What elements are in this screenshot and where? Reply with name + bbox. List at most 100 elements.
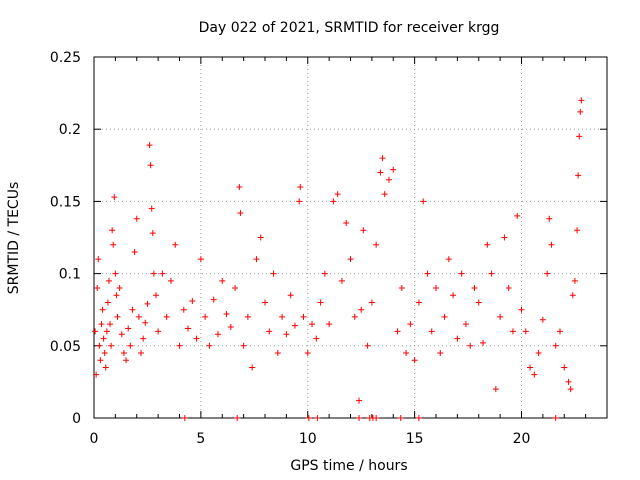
data-point xyxy=(403,350,410,357)
data-point xyxy=(125,325,132,332)
data-point xyxy=(193,335,200,342)
data-point xyxy=(420,198,427,205)
data-point xyxy=(326,321,333,328)
data-point xyxy=(93,371,100,378)
data-point xyxy=(454,335,461,342)
data-point xyxy=(176,342,183,349)
x-tick-label: 15 xyxy=(406,431,424,447)
data-point xyxy=(394,328,401,335)
data-point xyxy=(202,313,209,320)
data-point xyxy=(131,248,138,255)
data-point xyxy=(450,292,457,299)
data-point xyxy=(358,306,365,313)
data-point xyxy=(505,285,512,292)
data-point xyxy=(567,386,574,393)
data-point xyxy=(373,415,380,421)
data-point xyxy=(102,364,109,371)
data-point xyxy=(116,285,123,292)
data-point xyxy=(497,313,504,320)
y-tick-label: 0.1 xyxy=(59,267,81,283)
data-point xyxy=(118,331,125,338)
data-point xyxy=(105,277,112,284)
data-point xyxy=(576,133,583,140)
data-point xyxy=(135,313,142,320)
x-axis-label: GPS time / hours xyxy=(290,458,407,474)
data-point xyxy=(237,209,244,216)
data-point xyxy=(127,342,134,349)
x-tick-label: 10 xyxy=(299,431,317,447)
data-point xyxy=(364,342,371,349)
data-point xyxy=(338,277,345,284)
data-point xyxy=(155,328,162,335)
data-point xyxy=(467,342,474,349)
data-point xyxy=(197,256,204,263)
x-tick-label: 5 xyxy=(196,431,205,447)
data-point xyxy=(539,316,546,323)
data-point xyxy=(291,322,298,329)
data-point xyxy=(356,415,363,421)
x-tick-label: 20 xyxy=(513,431,531,447)
data-point xyxy=(149,230,156,237)
data-point xyxy=(501,234,508,241)
data-point xyxy=(244,313,251,320)
data-point xyxy=(113,292,120,299)
y-axis-label: SRMTID / TECUs xyxy=(6,182,22,295)
data-point xyxy=(475,299,482,306)
data-point xyxy=(556,328,563,335)
data-point xyxy=(103,328,110,335)
data-point xyxy=(152,292,159,299)
data-point xyxy=(360,227,367,234)
data-point xyxy=(287,292,294,299)
data-point xyxy=(552,415,559,421)
y-tick-label: 0 xyxy=(72,411,81,427)
data-point xyxy=(411,357,418,364)
data-point xyxy=(240,342,247,349)
data-point xyxy=(146,142,153,149)
data-point xyxy=(571,277,578,284)
data-point xyxy=(305,415,312,421)
data-point xyxy=(107,321,114,328)
data-point xyxy=(314,415,321,421)
data-point xyxy=(415,415,422,421)
data-point xyxy=(462,321,469,328)
data-point xyxy=(100,335,107,342)
data-point xyxy=(548,241,555,248)
data-point xyxy=(172,241,179,248)
data-point xyxy=(552,342,559,349)
data-point xyxy=(109,227,116,234)
data-point xyxy=(309,321,316,328)
data-point xyxy=(96,342,103,349)
x-tick-label: 0 xyxy=(90,431,99,447)
data-point xyxy=(441,313,448,320)
data-point xyxy=(262,299,268,306)
data-point xyxy=(223,311,230,318)
data-point xyxy=(390,166,397,173)
data-point xyxy=(210,296,217,303)
data-point xyxy=(159,270,166,277)
data-point xyxy=(509,328,516,335)
data-point xyxy=(180,306,187,313)
data-point xyxy=(95,256,102,263)
data-point xyxy=(531,371,538,378)
data-point xyxy=(546,215,553,222)
data-point xyxy=(227,324,234,331)
data-point xyxy=(138,350,145,357)
data-point xyxy=(368,299,375,306)
data-point xyxy=(123,357,130,364)
data-point xyxy=(424,270,431,277)
y-tick-label: 0.25 xyxy=(50,50,81,66)
data-point xyxy=(133,215,140,222)
data-point xyxy=(561,364,568,371)
data-point xyxy=(330,198,337,205)
data-point xyxy=(144,300,151,307)
data-point xyxy=(381,191,388,198)
data-point xyxy=(214,331,221,338)
data-point xyxy=(343,220,350,227)
data-point xyxy=(236,183,243,190)
data-point xyxy=(129,306,136,313)
chart-title: Day 022 of 2021, SRMTID for receiver krg… xyxy=(199,20,500,36)
data-point xyxy=(274,350,281,357)
data-point xyxy=(232,285,239,292)
data-point xyxy=(527,364,534,371)
